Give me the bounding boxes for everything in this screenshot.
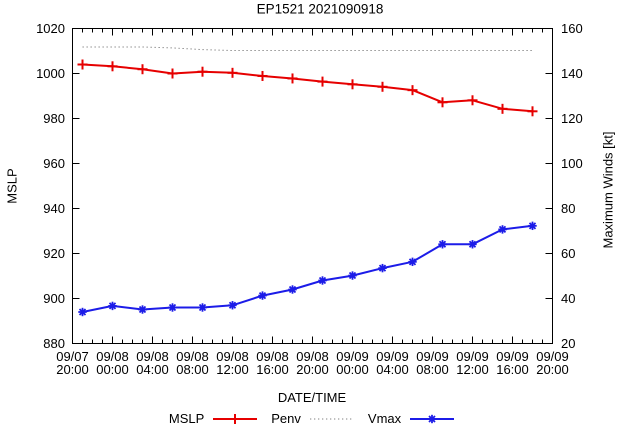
series-vmax [78, 221, 537, 317]
svg-text:900: 900 [43, 291, 65, 306]
y-right-tick-labels: 20 40 60 80 100 120 140 160 [561, 21, 583, 351]
legend-label-mslp: MSLP [168, 411, 205, 426]
x-axis-ticks [72, 28, 553, 344]
legend-sample-mslp-line [213, 413, 258, 424]
chart-title: EP1521 2021090918 [256, 1, 384, 17]
plot-frame [72, 28, 553, 344]
svg-text:120: 120 [561, 111, 583, 126]
legend-label-penv: Penv [271, 411, 301, 426]
y-axis-label-left: MSLP [4, 168, 20, 204]
y-axis-label-right: Maximum Winds [kt] [600, 131, 616, 249]
x-axis-label: DATE/TIME [277, 390, 347, 405]
legend-sample-vmax-line [410, 414, 455, 423]
svg-text:920: 920 [43, 246, 65, 261]
legend-item-penv: Penv [271, 411, 355, 426]
svg-text:960: 960 [43, 156, 65, 171]
legend-item-vmax: Vmax [368, 411, 455, 426]
svg-text:1020: 1020 [36, 21, 65, 36]
svg-text:160: 160 [561, 21, 583, 36]
legend-item-mslp: MSLP [169, 411, 258, 426]
svg-text:20: 20 [561, 336, 575, 351]
svg-text:100: 100 [561, 156, 583, 171]
svg-text:40: 40 [561, 291, 575, 306]
svg-text:60: 60 [561, 246, 575, 261]
series-penv [82, 46, 533, 51]
svg-text:940: 940 [43, 201, 65, 216]
series-mslp [77, 59, 538, 117]
legend-label-vmax: Vmax [367, 411, 402, 426]
svg-text:1000: 1000 [36, 66, 65, 81]
svg-text:980: 980 [43, 111, 65, 126]
svg-text:80: 80 [561, 201, 575, 216]
legend-sample-penv-line [309, 418, 354, 419]
svg-text:880: 880 [43, 336, 65, 351]
svg-text:140: 140 [561, 66, 583, 81]
legend: MSLP Penv Vmax [72, 411, 552, 426]
y-axis-ticks [72, 28, 553, 344]
y-left-tick-labels: 880 900 920 940 960 980 1000 1020 [36, 21, 65, 351]
